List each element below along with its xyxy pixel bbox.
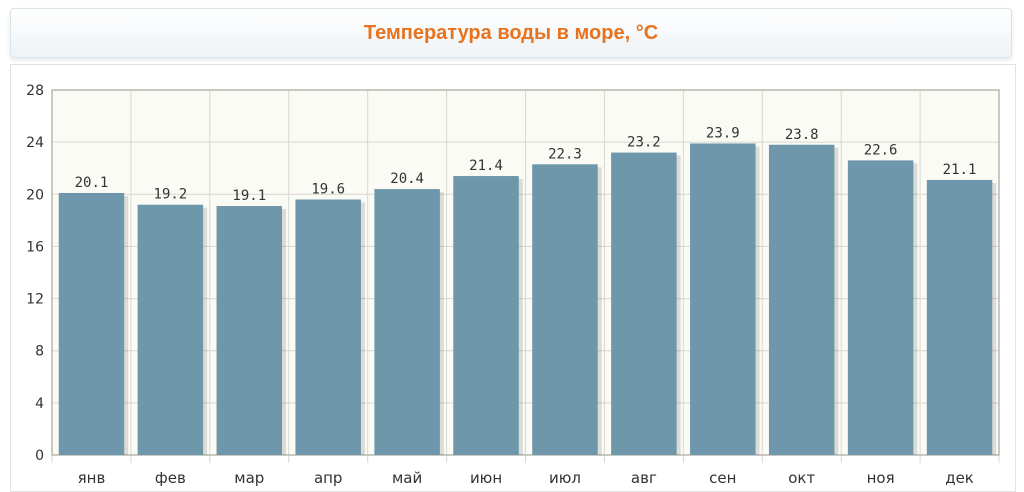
x-tick-label: авг xyxy=(631,469,657,487)
bar-value-label: 21.4 xyxy=(469,158,503,174)
bar-value-label: 19.1 xyxy=(232,188,266,204)
bar-мар xyxy=(216,206,283,455)
y-tick-label: 24 xyxy=(26,135,44,151)
x-tick-label: фев xyxy=(155,469,186,487)
x-tick-label: сен xyxy=(709,469,736,487)
x-tick-label: апр xyxy=(314,469,343,487)
bar-янв xyxy=(58,192,125,455)
plot-frame xyxy=(51,89,1000,456)
x-tick-label: июл xyxy=(549,469,581,487)
y-tick-label: 4 xyxy=(35,396,44,412)
bar-value-label: 21.1 xyxy=(943,162,977,178)
y-tick-label: 16 xyxy=(26,239,44,255)
bar-value-label: 22.3 xyxy=(548,146,582,162)
bar-фев xyxy=(137,204,204,455)
y-tick-label: 28 xyxy=(26,83,44,99)
chart-header: Температура воды в море, °C xyxy=(10,8,1012,58)
x-tick-label: окт xyxy=(788,469,815,487)
bar-июн xyxy=(453,176,519,455)
bar-май xyxy=(374,189,440,456)
bar-value-label: 23.9 xyxy=(706,125,740,141)
x-tick-label: июн xyxy=(470,469,502,487)
bar-авг xyxy=(611,152,677,456)
bar-value-label: 20.1 xyxy=(75,175,109,191)
bar-value-label: 19.2 xyxy=(154,187,188,203)
x-tick-label: май xyxy=(392,469,422,487)
bar-value-label: 23.8 xyxy=(785,127,819,143)
y-tick-label: 0 xyxy=(35,448,44,464)
bar-chart: 0 4 8 12 16 20 24 28 20.1 янв 19.2 фев 19.1 мар 19.6 ап… xyxy=(26,83,1000,487)
chart-container: 0 4 8 12 16 20 24 28 20.1 янв 19.2 фев 19.1 мар 19.6 ап… xyxy=(10,64,1016,492)
chart-title: Температура воды в море, °C xyxy=(363,21,659,44)
x-tick-label: дек xyxy=(945,469,974,487)
bar-окт xyxy=(768,144,835,455)
x-tick-label: мар xyxy=(234,469,264,487)
y-tick-label: 20 xyxy=(26,187,44,203)
bar-value-label: 22.6 xyxy=(864,142,898,158)
bar-value-label: 20.4 xyxy=(390,171,424,187)
x-tick-label: ноя xyxy=(867,469,895,487)
bar-сен xyxy=(690,143,756,456)
y-tick-label: 8 xyxy=(35,344,44,360)
x-tick-label: янв xyxy=(78,469,106,487)
bar-value-label: 19.6 xyxy=(311,182,345,198)
bar-апр xyxy=(295,199,361,455)
bar-value-label: 23.2 xyxy=(627,135,661,151)
bar-дек xyxy=(926,179,993,456)
bar-июл xyxy=(532,164,598,455)
y-tick-label: 12 xyxy=(26,292,44,308)
bar-ноя xyxy=(847,160,914,455)
